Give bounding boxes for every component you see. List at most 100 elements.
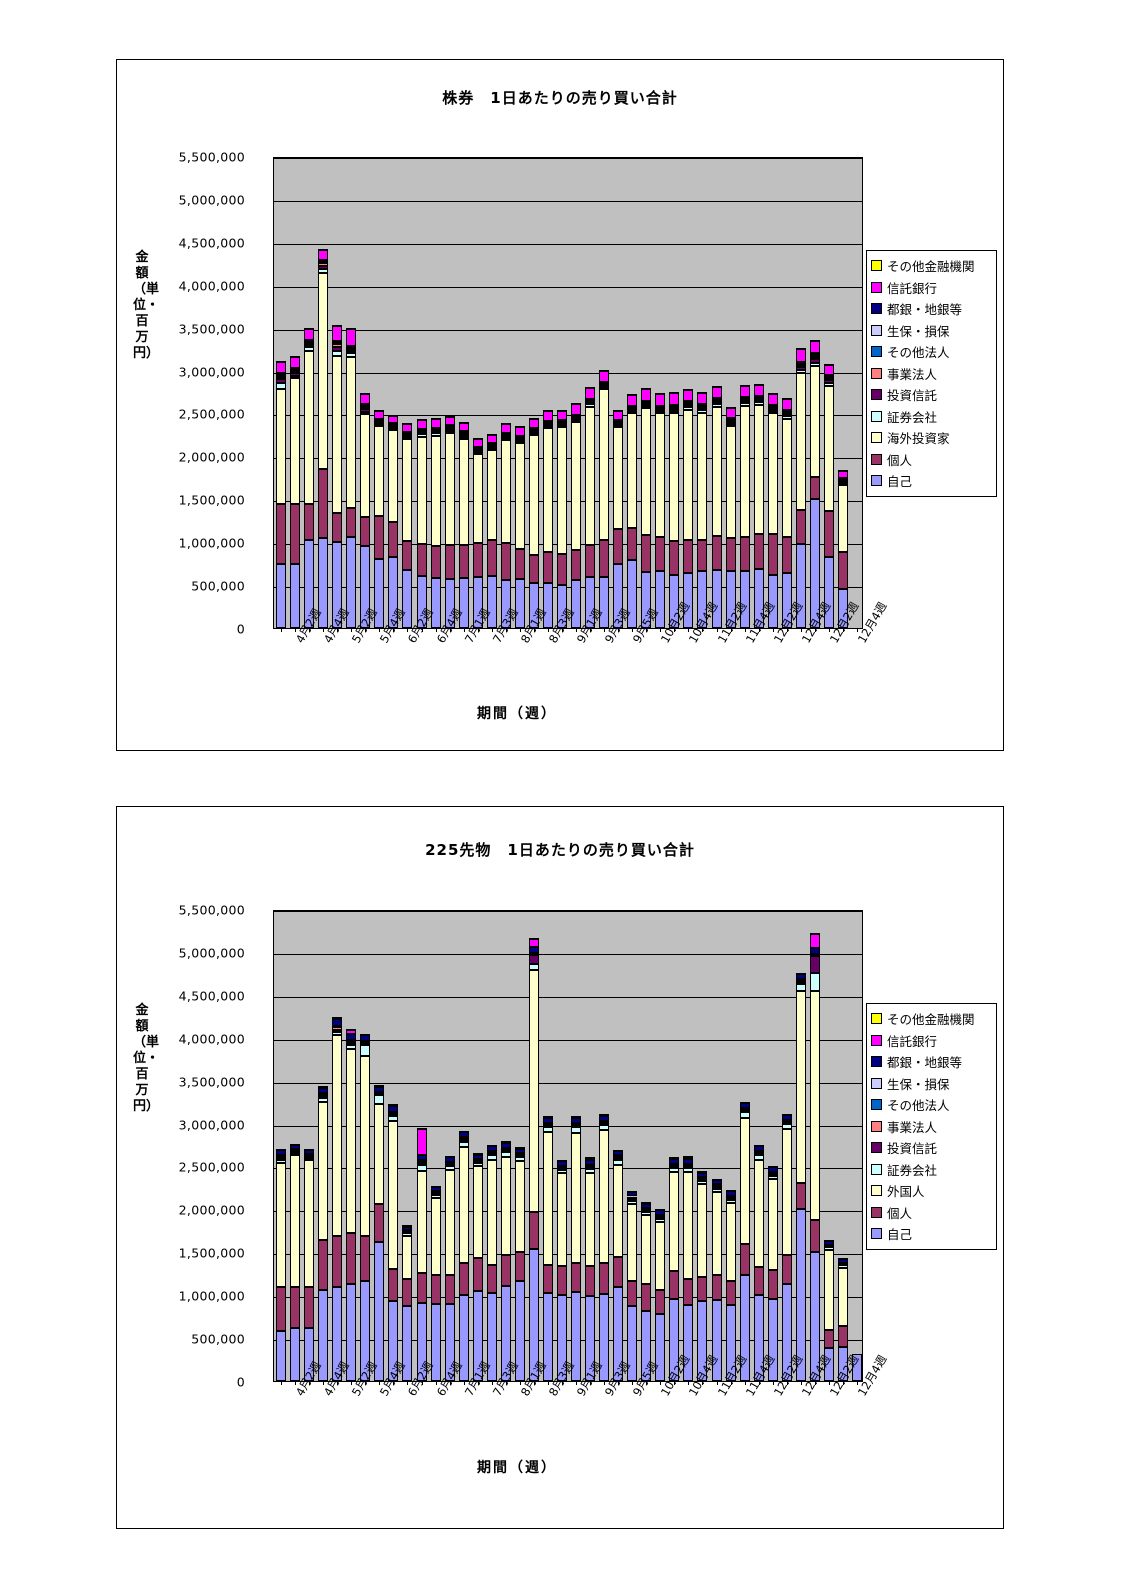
bar-segment [458,1137,469,1140]
bar-segment [542,1125,553,1128]
bar-column [809,340,820,628]
bar-segment [318,272,329,470]
bar-segment [332,1016,343,1019]
x-axis-tick [604,1381,605,1385]
bar-segment [416,575,427,628]
bar-segment [641,1311,652,1381]
bar-segment [528,428,539,431]
bar-segment [571,422,582,550]
legend-item[interactable]: 個人 [871,1202,991,1224]
bar-segment [500,1150,511,1153]
legend-swatch-icon [871,1077,882,1089]
bar-segment [304,339,315,342]
bar-segment [627,1200,638,1205]
bar-segment [627,1281,638,1307]
bar-segment [585,1157,596,1160]
bar-segment [388,1120,399,1270]
legend-item[interactable]: 個人 [871,449,991,471]
legend-item[interactable]: 証券会社 [871,1159,991,1181]
legend-item[interactable]: 自己 [871,1223,991,1245]
bar-segment [585,544,596,578]
bar-segment [318,1097,329,1103]
bar-segment [416,1163,427,1166]
bar-segment [851,1353,862,1381]
bar-segment [711,404,722,407]
bar-segment [585,577,596,628]
bar-segment [472,1290,483,1381]
bar-segment [767,1166,778,1169]
bar-segment [332,347,343,351]
legend-item[interactable]: 事業法人 [871,1116,991,1138]
bar-segment [304,341,315,344]
bar-segment [388,1269,399,1302]
legend-item[interactable]: 生保・損保 [871,320,991,342]
legend-item[interactable]: 信託銀行 [871,1030,991,1052]
x-axis-tick [688,628,689,632]
legend-label: その他金融機関 [887,1012,975,1028]
chart-panel-kabuken: 株券 1日あたりの売り買い合計 金額（単位・百万円） 0 500,000 1,000… [116,59,1004,751]
x-axis-tick [379,1381,380,1385]
bar-segment [290,369,301,372]
bar-segment [571,1122,582,1125]
bar-segment [374,516,385,560]
bar-segment [697,1184,708,1278]
x-axis-tick [337,628,338,632]
bar-segment [683,1155,694,1158]
bar-segment [318,1102,329,1241]
bar-column [627,1190,638,1381]
legend-item[interactable]: その他金融機関 [871,1008,991,1030]
bar-segment [318,261,329,264]
legend-item[interactable]: 証券会社 [871,406,991,428]
bar-segment [683,1163,694,1166]
bar-segment [416,434,427,437]
legend-label: 投資信託 [887,388,938,404]
bar-column [388,1104,399,1381]
bar-segment [585,406,596,545]
bar-segment [599,389,610,540]
x-axis-tick [745,628,746,632]
bar-segment [276,361,287,374]
legend-item[interactable]: 投資信託 [871,1137,991,1159]
legend-item[interactable]: 投資信託 [871,384,991,406]
bar-segment [486,433,497,436]
legend-item[interactable]: その他法人 [871,1094,991,1116]
legend-swatch-icon [871,346,882,358]
bar-segment [627,1306,638,1381]
legend-item[interactable]: その他法人 [871,341,991,363]
bar-segment [599,1262,610,1295]
bar-segment [304,344,315,348]
bar-segment [697,1179,708,1182]
bar-column [599,370,610,628]
legend-swatch-icon [871,1013,882,1025]
bar-segment [809,340,820,354]
legend-item[interactable]: 生保・損保 [871,1073,991,1095]
y-axis-tick-label: 0 [236,621,245,637]
bar-segment [528,1211,539,1249]
bar-segment [711,1184,722,1187]
legend-item[interactable]: 信託銀行 [871,277,991,299]
bar-segment [332,342,343,345]
x-axis-tick [323,1381,324,1385]
bar-segment [360,1235,371,1282]
bar-segment [697,1176,708,1179]
bar-segment [753,396,764,399]
bar-segment [430,578,441,628]
bar-segment [655,1314,666,1381]
gridline [274,1083,862,1084]
legend-item[interactable]: その他金融機関 [871,255,991,277]
bar-segment [500,1285,511,1381]
bar-column [528,937,539,1381]
legend-item[interactable]: 外国人 [871,1180,991,1202]
bar-segment [571,403,582,416]
bar-column [697,1171,708,1381]
legend-item[interactable]: 都銀・地銀等 [871,1051,991,1073]
legend-item[interactable]: 事業法人 [871,363,991,385]
legend-item[interactable]: 都銀・地銀等 [871,298,991,320]
bar-column [641,1202,652,1381]
bar-segment [655,393,666,396]
legend-item[interactable]: 自己 [871,470,991,492]
bar-segment [500,438,511,441]
bar-segment [346,350,357,354]
bar-segment [556,585,567,628]
legend-item[interactable]: 海外投資家 [871,427,991,449]
